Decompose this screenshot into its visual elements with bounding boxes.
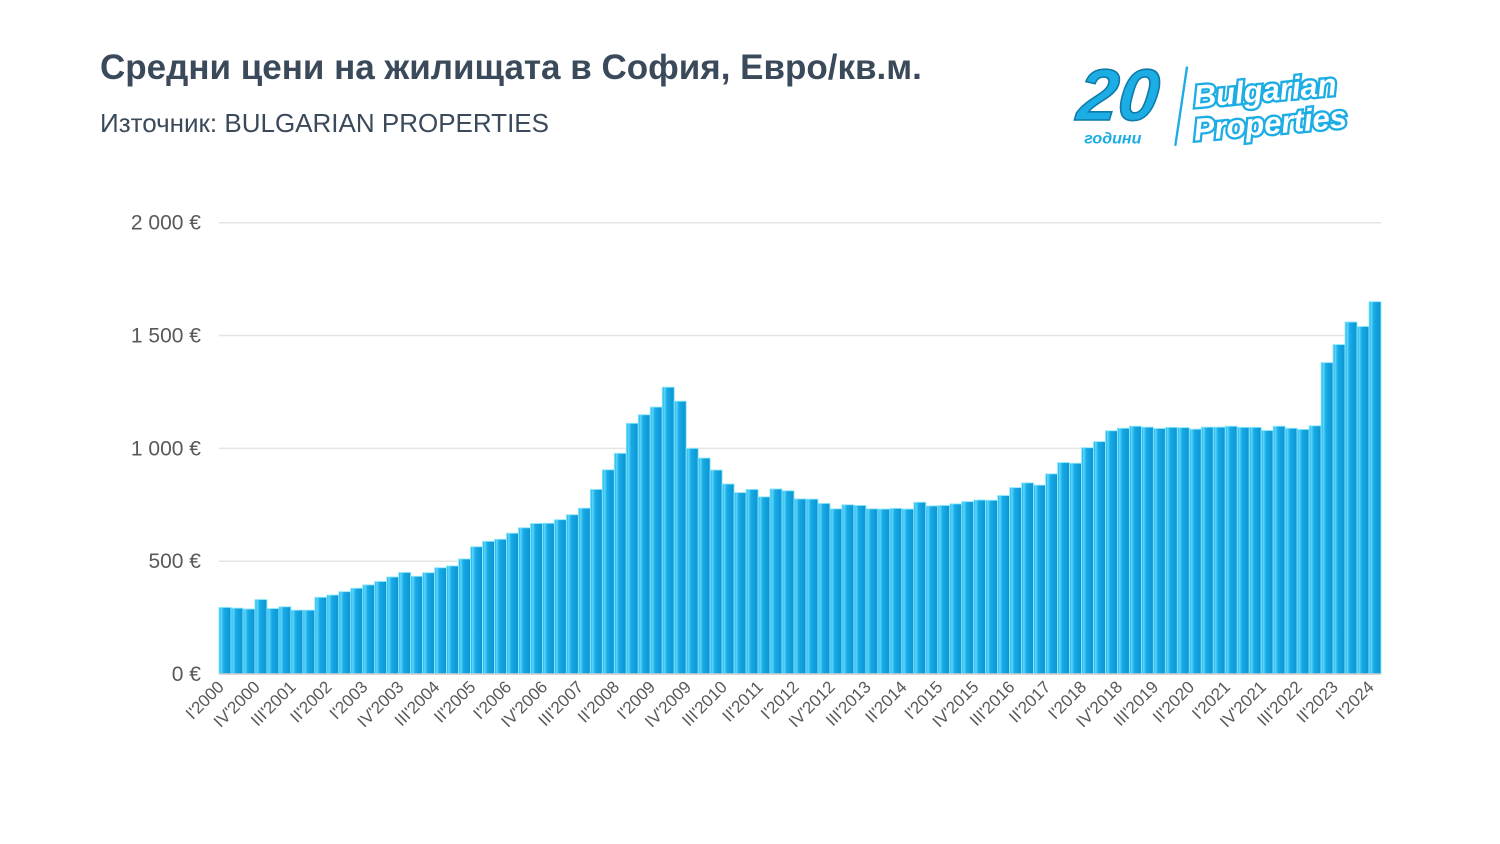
svg-text:II'2020: II'2020 xyxy=(1149,677,1198,726)
svg-text:II'2014: II'2014 xyxy=(861,677,910,726)
svg-text:1 500 €: 1 500 € xyxy=(131,325,201,348)
svg-text:II'2017: II'2017 xyxy=(1005,677,1054,726)
svg-text:II'2002: II'2002 xyxy=(286,677,335,726)
svg-text:II'2008: II'2008 xyxy=(574,677,623,726)
svg-text:II'2023: II'2023 xyxy=(1293,677,1342,726)
svg-text:I'2024: I'2024 xyxy=(1332,677,1378,723)
svg-text:500 €: 500 € xyxy=(148,550,201,573)
svg-text:II'2005: II'2005 xyxy=(430,677,479,726)
svg-text:20: 20 xyxy=(1072,55,1164,136)
svg-text:години: години xyxy=(1084,130,1141,148)
svg-text:II'2011: II'2011 xyxy=(719,677,767,725)
svg-text:1 000 €: 1 000 € xyxy=(131,437,201,460)
svg-text:2 000 €: 2 000 € xyxy=(131,212,201,235)
svg-text:0 €: 0 € xyxy=(172,663,202,686)
